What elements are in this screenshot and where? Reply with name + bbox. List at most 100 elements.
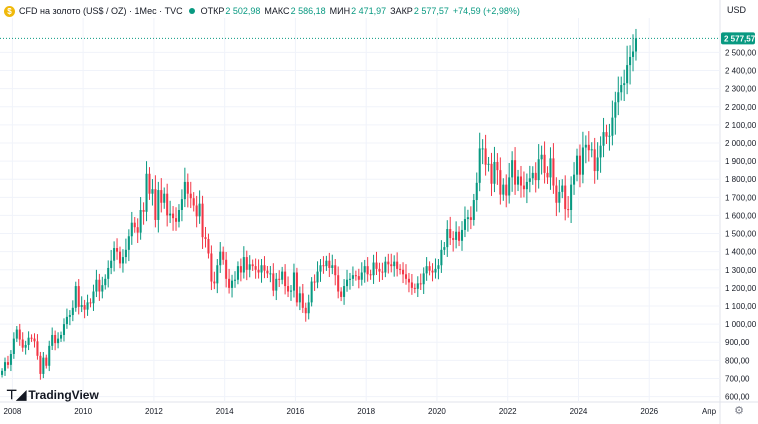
candle-body [319,265,322,272]
candle-body [248,264,251,270]
x-tick-label: 2008 [3,407,21,416]
candle-body [177,210,180,222]
candle-body [3,362,7,371]
candle-body [107,267,110,279]
chart-legend[interactable]: $ CFD на золото (US$ / OZ) · 1Мес · TVC … [4,4,524,18]
candle-body [9,354,12,365]
candle-body [446,229,449,248]
candle-body [257,269,260,273]
candle-body [71,307,74,316]
candle-body [231,280,234,288]
candle-body [626,65,629,84]
candle-body [260,265,263,273]
y-tick-label: 600,00 [725,393,750,402]
candle-body [629,56,632,66]
candle-body [472,200,475,220]
candle-body [396,261,399,269]
ohlc-key-3: ЗАКР [390,6,413,16]
ohlc-value-3: 2 577,57 [413,6,449,16]
candle-body [74,286,77,308]
candle-body [27,337,30,345]
candle-body [142,210,145,212]
candle-body [478,148,481,183]
ohlc-key-2: МИН [329,6,351,16]
candle-body [348,278,352,280]
candle-body [328,260,331,268]
candle-body [180,199,183,210]
candle-body [519,176,523,186]
candle-body [475,182,478,201]
candle-body [62,324,66,335]
candle-body [455,231,458,240]
candle-body [620,85,623,93]
y-tick-label: 2 300,00 [725,85,757,94]
candle-body [325,260,328,267]
gear-icon[interactable]: ⚙ [734,405,744,417]
candle-body [127,236,130,250]
time-axis[interactable]: 2008 2010 2012 2014 2016 2018 2020 2022 2024 2026… [3,407,716,416]
candle-body [251,264,254,267]
candle-body [434,268,437,273]
candle-body [242,257,245,273]
candle-body [104,278,107,286]
candle-body [487,163,490,165]
candle-body [575,155,579,175]
candle-body [98,279,101,292]
candle-body [295,272,298,303]
candle-body [151,189,154,194]
candle-body [24,344,27,348]
candle-body [133,222,136,228]
candle-body [36,341,39,356]
candle-body [266,270,269,274]
candle-body [245,257,248,270]
candle-body [440,249,443,266]
y-tick-label: 2 400,00 [725,67,757,76]
candle-body [425,266,428,274]
y-tick-label: 1 800,00 [725,175,757,184]
candle-body [360,272,363,280]
candle-body [525,181,528,190]
candle-body [528,178,531,182]
candle-body [502,184,505,195]
candle-body [463,219,466,230]
candle-body [431,270,434,273]
candle-body [204,237,207,239]
candle-body [481,148,484,150]
candle-body [381,271,384,273]
candle-body [458,231,461,241]
candle-body [157,190,160,220]
candle-body [564,185,567,210]
candle-body [384,261,387,273]
y-tick-label: 1 200,00 [725,284,757,293]
price-axis[interactable]: 600,00 700,00 800,00 900,00 1 000,00 1 100,00… [725,48,757,401]
gold-coin-icon: $ [4,5,15,17]
candle-body [68,315,71,317]
candle-body [546,172,549,178]
currency-label[interactable]: USD [726,5,746,15]
y-tick-label: 1 700,00 [725,193,757,202]
candle-body [222,251,225,260]
ohlc-value-1: 2 586,18 [290,6,326,16]
x-tick-label: 2010 [74,407,92,416]
tradingview-logo-icon: ⊤◢ [6,387,26,402]
x-tick-label: 2014 [216,407,234,416]
candle-body [596,157,599,172]
candle-body [154,189,157,220]
candle-body [634,38,638,52]
candle-body [337,275,340,292]
candle-body [307,302,310,314]
candle-body [466,217,469,220]
tradingview-logo[interactable]: ⊤◢ TradingView [6,387,99,403]
candle-body [614,102,617,118]
ohlc-value-4: +74,59 (+2,98%) [452,6,520,16]
market-status-dot [188,8,195,14]
candle-body [375,262,378,269]
candle-body [201,203,204,238]
candle-body [118,251,122,264]
symbol-title[interactable]: CFD на золото (US$ / OZ) · 1Мес · TVC [19,6,183,16]
candle-body [608,135,611,137]
ohlc-value-0: 2 502,98 [225,6,261,16]
candle-body [534,172,537,181]
candle-body [284,271,287,287]
